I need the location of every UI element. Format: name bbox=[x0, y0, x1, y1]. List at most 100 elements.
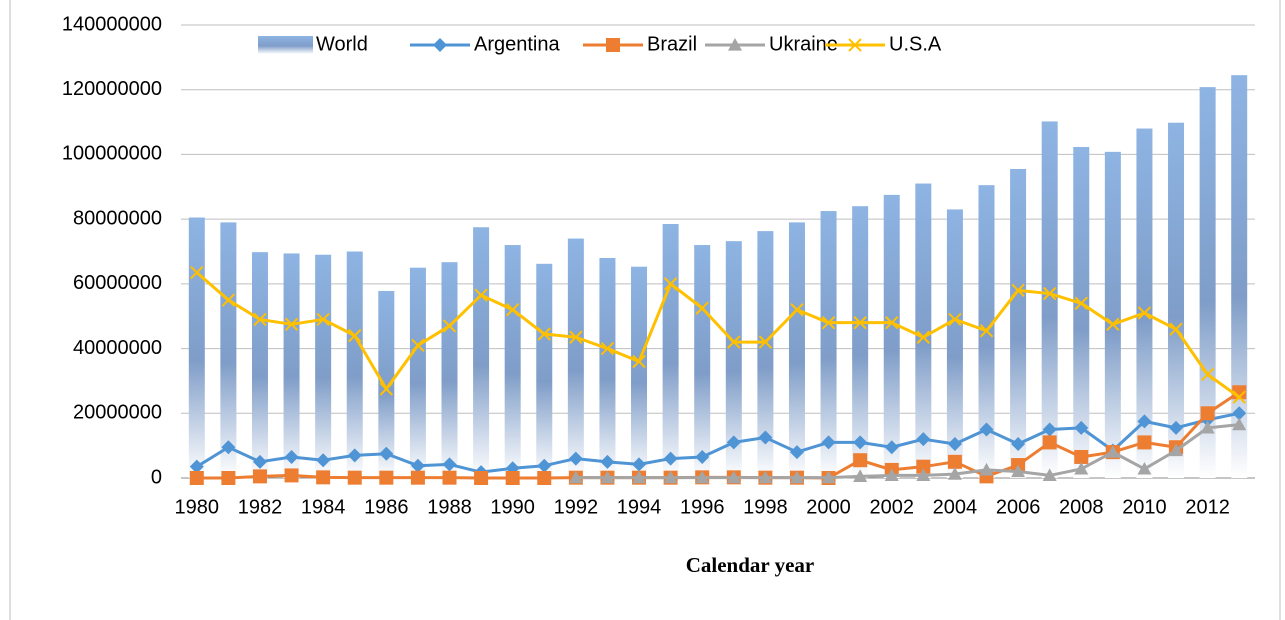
marker bbox=[916, 330, 931, 344]
marker bbox=[1169, 420, 1184, 435]
marker bbox=[821, 435, 836, 450]
marker bbox=[853, 453, 868, 468]
bar bbox=[220, 222, 237, 478]
x-tick-label: 1990 bbox=[490, 496, 535, 518]
x-tick-label: 2012 bbox=[1185, 496, 1230, 518]
marker bbox=[758, 335, 773, 349]
legend-marker bbox=[606, 38, 620, 52]
marker bbox=[221, 440, 236, 455]
marker bbox=[947, 467, 962, 480]
marker bbox=[695, 301, 709, 315]
marker bbox=[568, 470, 583, 484]
marker bbox=[916, 432, 931, 447]
marker bbox=[695, 470, 710, 484]
x-axis-title: Calendar year bbox=[686, 553, 815, 577]
x-tick-label: 1986 bbox=[364, 496, 409, 518]
bar bbox=[378, 290, 395, 478]
y-tick-label: 100000000 bbox=[62, 143, 162, 165]
marker bbox=[347, 470, 362, 485]
marker bbox=[379, 382, 394, 396]
marker bbox=[632, 354, 646, 369]
y-tick-label: 120000000 bbox=[62, 78, 162, 100]
marker bbox=[1042, 286, 1057, 301]
bar bbox=[725, 241, 742, 478]
marker bbox=[600, 341, 615, 356]
bar bbox=[536, 263, 553, 478]
legend-marker bbox=[433, 38, 447, 52]
series-3 bbox=[568, 417, 1247, 484]
x-tick-label: 1992 bbox=[554, 496, 599, 518]
marker bbox=[316, 453, 331, 468]
x-tick-label: 1982 bbox=[238, 496, 283, 518]
marker bbox=[695, 449, 710, 464]
marker bbox=[347, 448, 362, 463]
marker bbox=[979, 422, 994, 437]
marker bbox=[1169, 322, 1183, 336]
legend-marker bbox=[728, 38, 742, 51]
marker bbox=[884, 468, 899, 482]
marker bbox=[410, 470, 425, 485]
marker bbox=[821, 315, 836, 330]
marker bbox=[1232, 417, 1247, 431]
bar bbox=[1231, 75, 1248, 479]
x-tick-label: 1980 bbox=[175, 496, 220, 518]
marker bbox=[569, 330, 583, 344]
line bbox=[196, 411, 1240, 474]
bar bbox=[915, 183, 932, 479]
marker bbox=[758, 430, 773, 445]
marker bbox=[411, 338, 425, 353]
marker bbox=[474, 471, 489, 485]
marker bbox=[1200, 406, 1215, 421]
marker bbox=[568, 451, 583, 466]
y-tick-label: 0 bbox=[151, 466, 162, 488]
marker bbox=[505, 471, 520, 485]
marker bbox=[979, 462, 994, 476]
bar bbox=[441, 262, 458, 478]
marker bbox=[726, 470, 741, 484]
bar bbox=[1073, 146, 1090, 478]
marker bbox=[252, 469, 267, 484]
marker bbox=[1074, 461, 1089, 475]
marker bbox=[442, 457, 457, 472]
bar bbox=[1104, 151, 1121, 478]
marker bbox=[348, 328, 362, 343]
marker bbox=[916, 459, 931, 474]
marker bbox=[853, 315, 867, 330]
legend-label: U.S.A bbox=[889, 33, 942, 55]
line bbox=[575, 423, 1240, 480]
x-tick-label: 1984 bbox=[301, 496, 346, 518]
x-tick-label: 2002 bbox=[869, 496, 914, 518]
marker bbox=[442, 470, 457, 485]
bar bbox=[788, 222, 805, 478]
marker bbox=[916, 468, 931, 482]
bar bbox=[283, 253, 300, 478]
bar bbox=[694, 245, 711, 478]
marker bbox=[885, 315, 899, 330]
marker bbox=[1200, 420, 1215, 434]
marker bbox=[1042, 468, 1057, 482]
bar bbox=[567, 238, 584, 478]
x-tick-label: 2008 bbox=[1059, 496, 1104, 518]
marker bbox=[853, 435, 868, 450]
marker bbox=[1011, 464, 1026, 478]
marker bbox=[632, 457, 647, 472]
marker bbox=[1074, 296, 1088, 310]
marker bbox=[1232, 406, 1247, 421]
bar bbox=[599, 257, 616, 478]
marker bbox=[1137, 461, 1152, 475]
marker bbox=[190, 265, 204, 280]
bar bbox=[346, 251, 363, 478]
marker bbox=[884, 440, 899, 455]
y-tick-label: 80000000 bbox=[73, 207, 162, 229]
marker bbox=[1105, 445, 1120, 458]
marker bbox=[221, 293, 236, 307]
marker bbox=[537, 327, 551, 341]
marker bbox=[379, 446, 394, 461]
bar bbox=[852, 206, 869, 478]
marker bbox=[189, 459, 204, 474]
bar bbox=[504, 245, 521, 478]
x-tick-label: 2006 bbox=[996, 496, 1041, 518]
marker bbox=[663, 451, 678, 466]
bar bbox=[1041, 121, 1058, 478]
marker bbox=[790, 303, 804, 317]
